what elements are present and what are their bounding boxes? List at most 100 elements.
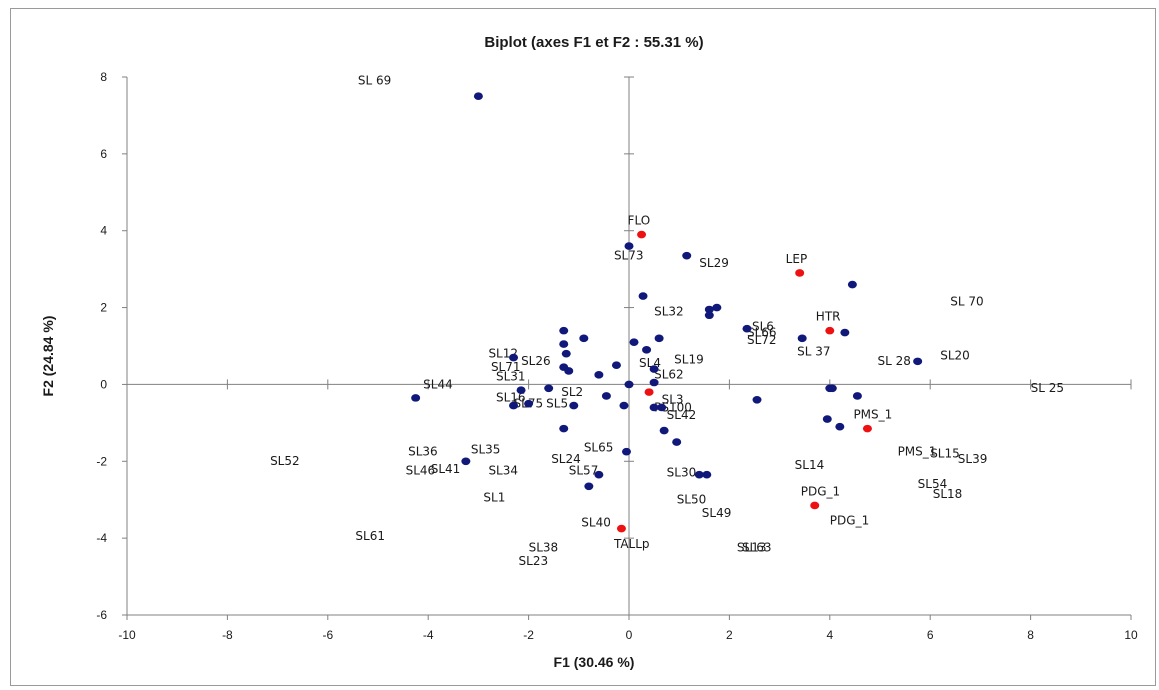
observation-point [822,415,832,423]
point-label: SL 28 [877,354,910,368]
point-label: SL6 [752,320,774,334]
observation-point [649,403,659,412]
variable-point [644,388,654,396]
variable-label: LEP [786,252,808,266]
point-label: SL49 [702,506,732,520]
x-tick-label: 2 [726,628,733,642]
observation-point [559,340,569,348]
point-label: SL 25 [1031,381,1064,395]
x-tick-label: 4 [826,628,833,642]
x-tick-label: 0 [626,628,633,642]
variable-label: FLO [628,214,651,228]
variable-label: PMS_1 [853,408,892,422]
y-tick-label: 2 [100,301,107,315]
observation-point [411,394,421,402]
point-label: SL71 [491,360,521,374]
variable-point [810,501,820,510]
variable-point [862,424,872,433]
point-label: SL 37 [797,345,830,359]
point-label: SL35 [471,443,501,457]
point-label: SL66 [747,325,777,339]
point-label: SL62 [654,368,684,382]
x-tick-label: -2 [523,628,534,642]
observation-point [619,401,629,410]
point-label: SL40 [581,516,611,530]
point-label: SL32 [654,304,684,318]
point-label: SL15 [930,446,960,460]
observation-point [461,457,471,466]
point-label: SL20 [940,348,970,362]
point-label: SL57 [569,464,599,478]
observation-point [682,251,692,260]
point-label: SL41 [431,462,461,476]
observation-point [524,399,534,408]
observation-point [561,349,571,358]
y-tick-label: 8 [100,70,107,84]
point-label: PMS_1 [898,445,937,459]
point-label: SL23 [519,554,549,568]
point-label: SL24 [551,452,581,466]
point-label: SL30 [667,466,697,480]
point-label: SL19 [674,352,704,366]
y-tick-label: -6 [96,608,107,622]
point-label: SL1 [483,491,505,505]
point-label: SL36 [408,445,438,459]
observation-point [649,365,659,373]
variable-point [825,326,835,335]
point-label: SL34 [488,464,518,478]
axes: -10 -8 -6 -4 -2 0 2 4 6 8 10 -6 -4 -2 0 2 4 6 8 [96,70,1138,642]
point-label: SL2 [561,385,583,399]
observation-point [473,92,483,101]
x-tick-label: 10 [1124,628,1138,642]
observation-point [564,367,574,375]
observation-point [742,324,752,333]
x-tick-label: 8 [1027,628,1034,642]
y-axis-title: F2 (24.84 %) [40,316,56,397]
variable-point [616,524,626,533]
point-label: SL18 [933,487,963,501]
x-tick-label: -6 [322,628,333,642]
point-label: SL73 [614,249,644,263]
point-label: SL61 [355,529,385,543]
observation-point [847,280,857,289]
y-tick-label: 6 [100,147,107,161]
observation-point [601,392,611,400]
observation-point [712,303,722,312]
observation-point [702,470,712,479]
observation-point [694,470,704,479]
point-label: SL39 [958,452,988,466]
variable-point [795,269,805,277]
observation-point [659,426,669,435]
observation-point [624,242,634,250]
observation-point [516,386,526,394]
observation-point [629,338,639,346]
point-label: SL38 [529,541,559,555]
chart-frame: Biplot (axes F1 et F2 : 55.31 %) -10 -8 -6… [10,8,1156,686]
point-label: SL5 [546,396,568,410]
x-axis-title: F1 (30.46 %) [554,654,635,670]
x-tick-label: -10 [118,628,136,642]
point-label: SL54 [918,477,948,491]
y-tick-label: -4 [96,531,107,545]
observation-point [649,378,659,387]
y-tick-label: 4 [100,224,107,238]
observation-point [509,353,519,362]
observation-point [569,401,579,410]
y-tick-label: 0 [100,377,107,391]
point-label: SL42 [667,408,697,422]
point-label: SL16 [496,391,526,405]
y-tick-label: -2 [96,454,107,468]
observation-point [672,438,682,446]
point-label: TALLp [613,537,650,551]
x-tick-label: 6 [927,628,934,642]
point-label: SL29 [699,256,729,270]
point-label: SL 69 [358,74,391,88]
point-label: SL46 [406,464,436,478]
observation-point [913,357,923,366]
observation-point [611,361,621,370]
point-label: SL 70 [950,295,983,309]
point-label: SL65 [584,441,614,455]
observation-point [559,424,569,433]
point-label: SL72 [747,333,777,347]
